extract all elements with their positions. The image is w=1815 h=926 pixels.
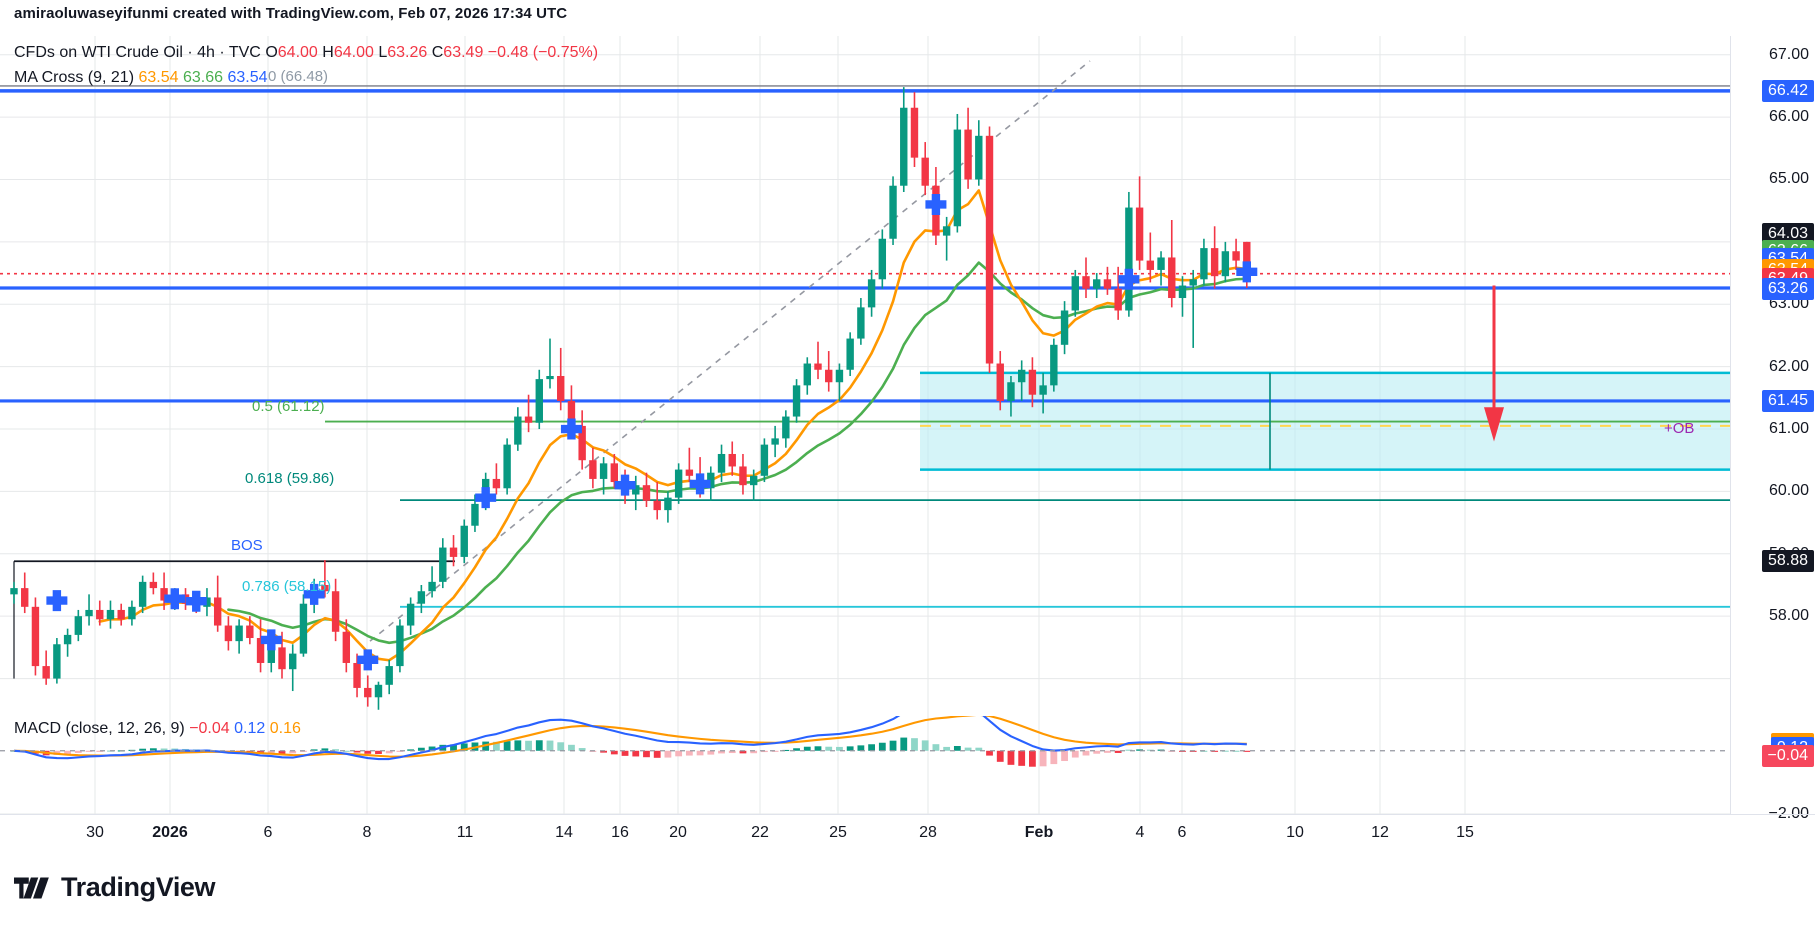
legend-high-value: 64.00	[333, 44, 374, 61]
time-axis-separator	[0, 814, 1815, 815]
macd-hist-legend-value: −0.04	[189, 720, 230, 737]
price-pane[interactable]	[0, 36, 1730, 716]
bos-label: BOS	[231, 537, 263, 554]
ma-fast-line[interactable]	[98, 189, 1249, 662]
ma-cross-marker	[260, 629, 282, 651]
time-tick-6[interactable]: 6	[1177, 824, 1187, 841]
ma-cross-marker	[560, 418, 582, 440]
legend-open-value: 64.00	[277, 44, 318, 61]
price-level-6642[interactable]: 66.42	[1761, 79, 1814, 102]
ma-value-fast: 63.54	[138, 69, 179, 86]
time-tick-16[interactable]: 16	[611, 824, 629, 841]
time-tick-22[interactable]: 22	[751, 824, 769, 841]
legend-close-value: 63.49	[443, 44, 484, 61]
fib-label-0-5: 0.5 (61.12)	[252, 398, 325, 415]
price-tick-60: 60.00	[1768, 482, 1809, 500]
time-tick-feb[interactable]: Feb	[1024, 824, 1054, 841]
chart-legend-macd[interactable]: MACD (close, 12, 26, 9) −0.04 0.12 0.16	[14, 718, 301, 740]
time-tick-4[interactable]: 4	[1135, 824, 1145, 841]
macd-tick-min: −2.00	[1768, 805, 1809, 822]
chart-legend-ma[interactable]: MA Cross (9, 21) 63.54 63.66 63.54	[14, 66, 268, 90]
macd-line[interactable]	[13, 716, 1247, 761]
legend-close-key: C	[431, 44, 444, 61]
horizontal-levels[interactable]	[0, 85, 1730, 679]
order-block-label: +OB	[1664, 420, 1695, 437]
ma-cross-marker	[46, 590, 68, 612]
ma-cross-marker	[475, 487, 497, 509]
ma-cross-marker	[303, 583, 325, 605]
ma-cross-marker	[1236, 261, 1258, 283]
price-tick-58: 58.00	[1768, 607, 1809, 625]
legend-change: −0.48	[487, 44, 529, 61]
fib-label-0-786: 0.786 (58.15)	[242, 578, 332, 595]
legend-open-key: O	[265, 44, 278, 61]
ma-cross-markers[interactable]	[46, 193, 1258, 671]
price-level-5888[interactable]: 58.88	[1761, 550, 1814, 573]
ma-cross-marker	[164, 588, 186, 610]
fib-label-0-618: 0.618 (59.86)	[245, 470, 335, 487]
macd-hist-value[interactable]: −0.04	[1761, 745, 1814, 768]
time-tick-12[interactable]: 12	[1371, 824, 1389, 841]
macd-chart-canvas[interactable]	[0, 716, 1730, 814]
time-tick-25[interactable]: 25	[829, 824, 847, 841]
time-tick-8[interactable]: 8	[362, 824, 372, 841]
time-tick-10[interactable]: 10	[1286, 824, 1304, 841]
ma-cross-marker	[689, 473, 711, 495]
time-tick-30[interactable]: 30	[86, 824, 104, 841]
time-tick-6[interactable]: 6	[263, 824, 273, 841]
tradingview-mark-icon	[14, 876, 49, 899]
fib-label-0: 0 (66.48)	[268, 68, 329, 85]
time-tick-14[interactable]: 14	[555, 824, 573, 841]
ma-cross-marker	[1118, 268, 1140, 290]
time-axis[interactable]: 30 2026 6 8 11 14 16 20 22 25 28 Feb 4 6 10 12 15	[0, 816, 1815, 850]
tradingview-logo: TradingView	[14, 872, 216, 903]
price-level-6326[interactable]: 63.26	[1761, 278, 1814, 301]
price-axis[interactable]: 67.0066.0065.0064.0063.0062.0061.0060.00…	[1730, 36, 1815, 822]
legend-low-key: L	[378, 44, 388, 61]
macd-indicator-title[interactable]: MACD (close, 12, 26, 9)	[14, 720, 185, 737]
legend-low-value: 63.26	[387, 44, 428, 61]
macd-signal-legend-value: 0.16	[269, 720, 301, 737]
price-tick-65: 65.00	[1768, 170, 1809, 188]
price-tick-66: 66.00	[1768, 108, 1809, 126]
macd-line-legend-value: 0.12	[234, 720, 266, 737]
price-tick-62: 62.00	[1768, 357, 1809, 375]
ma-value-blue: 63.54	[227, 69, 268, 86]
time-tick-15[interactable]: 15	[1456, 824, 1474, 841]
price-tick-67: 67.00	[1768, 45, 1809, 63]
time-tick-28[interactable]: 28	[919, 824, 937, 841]
tradingview-wordmark: TradingView	[61, 872, 216, 902]
forecast-down-arrow[interactable]	[1484, 285, 1504, 442]
price-chart-canvas[interactable]	[0, 36, 1730, 716]
price-level-6145[interactable]: 61.45	[1761, 389, 1814, 412]
ma-cross-marker	[357, 649, 379, 671]
legend-change-percent: (−0.75%)	[532, 44, 599, 61]
ma-indicator-title[interactable]: MA Cross (9, 21)	[14, 69, 135, 86]
time-tick-2026[interactable]: 2026	[152, 824, 188, 841]
chart-legend-ohlc[interactable]: CFDs on WTI Crude Oil · 4h · TVC O64.00 …	[14, 41, 598, 65]
macd-pane[interactable]	[0, 716, 1730, 814]
legend-symbol[interactable]: CFDs on WTI Crude Oil · 4h · TVC	[14, 44, 261, 61]
legend-high-key: H	[322, 44, 334, 61]
ma-cross-marker	[614, 474, 636, 496]
price-tick-61: 61.00	[1768, 420, 1809, 438]
ma-cross-marker	[925, 193, 947, 215]
time-tick-11[interactable]: 11	[456, 824, 474, 841]
ma-cross-marker	[185, 590, 207, 612]
time-tick-20[interactable]: 20	[669, 824, 687, 841]
attribution-text: amiraoluwaseyifunmi created with Trading…	[14, 5, 568, 22]
ma-value-slow: 63.66	[182, 69, 224, 86]
